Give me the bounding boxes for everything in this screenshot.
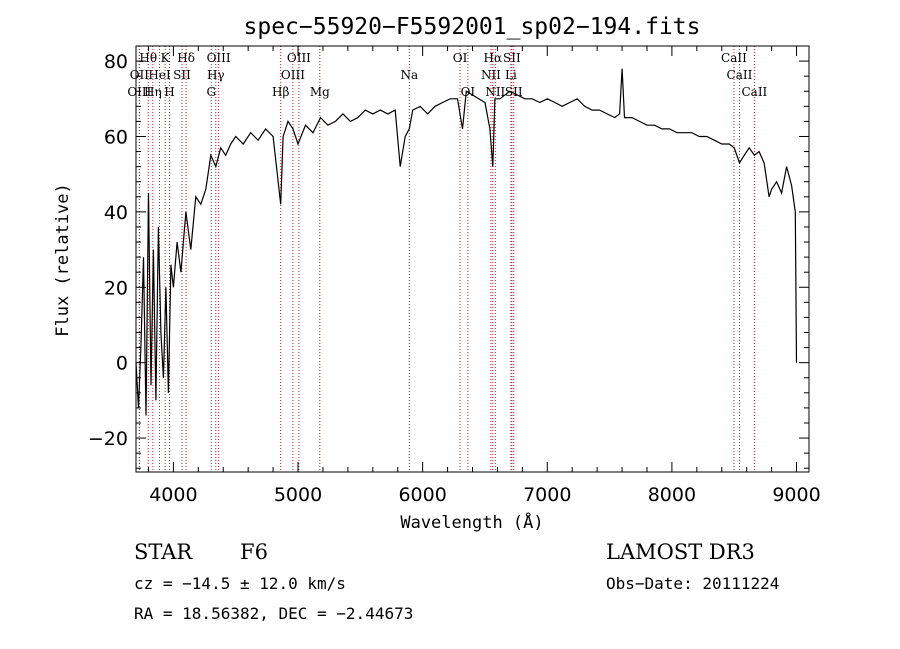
spectral-line-label: CaII <box>741 85 767 99</box>
spectral-line-label: Hγ <box>207 68 225 82</box>
spectral-line-label: Hβ <box>272 85 289 99</box>
spectral-line-label: CaII <box>721 51 747 65</box>
x-tick-label: 4000 <box>149 484 197 506</box>
y-tick-label: 40 <box>104 202 128 224</box>
spectral-line-label: Hδ <box>177 51 195 65</box>
spectral-line-label: Hα <box>484 51 503 65</box>
y-axis-ticks <box>136 45 809 469</box>
x-axis-tick-labels: 4000 5000 6000 7000 8000 9000 <box>149 484 821 506</box>
object-class: STAR <box>134 540 193 564</box>
spectral-line-label: HeI <box>148 68 171 82</box>
object-subclass: F6 <box>240 540 268 564</box>
y-axis-tick-labels: −20 0 20 40 60 80 <box>88 51 128 450</box>
spectral-line-label: K <box>161 51 171 65</box>
spectral-line-label: NII <box>485 85 505 99</box>
spectral-line-label: OIII <box>281 68 305 82</box>
spectral-line-markers <box>138 46 755 472</box>
spectral-line-label: SII <box>173 68 191 82</box>
spectral-line-label: SII <box>503 51 521 65</box>
spectral-line-label: Na <box>400 68 418 82</box>
spectral-line-label: Hθ <box>139 51 157 65</box>
y-tick-label: 80 <box>104 51 128 73</box>
y-tick-label: 60 <box>104 126 128 148</box>
chart-title: spec−55920−F5592001_sp02−194.fits <box>244 14 701 40</box>
spectral-line-label: OIII <box>287 51 311 65</box>
spectral-line-label: OIII <box>207 51 231 65</box>
x-tick-label: 9000 <box>772 484 820 506</box>
observation-date: Obs−Date: 20111224 <box>606 574 779 593</box>
x-axis-ticks <box>147 46 798 472</box>
spectral-line-label: OI <box>453 51 468 65</box>
redshift-value: cz = −14.5 ± 12.0 km/s <box>134 574 346 593</box>
spectral-line-label: OIII <box>127 85 151 99</box>
x-tick-label: 5000 <box>274 484 322 506</box>
spectral-line-label: G <box>206 85 216 99</box>
plot-frame <box>135 45 810 473</box>
spectral-line-label: H <box>164 85 174 99</box>
x-tick-label: 8000 <box>648 484 696 506</box>
y-tick-label: 20 <box>104 277 128 299</box>
x-tick-label: 6000 <box>398 484 446 506</box>
y-tick-label: −20 <box>88 428 128 450</box>
sky-coordinates: RA = 18.56382, DEC = −2.44673 <box>134 604 413 623</box>
spectral-line-label: Mg <box>310 85 330 99</box>
y-axis-label: Flux (relative) <box>53 183 73 337</box>
flux-series-line <box>135 68 798 416</box>
spectral-line-label: NII <box>481 68 501 82</box>
spectral-line-label: OII <box>130 68 150 82</box>
x-tick-label: 7000 <box>523 484 571 506</box>
spectral-line-label: CaII <box>727 68 753 82</box>
spectral-line-label: Li <box>505 68 517 82</box>
survey-name: LAMOST DR3 <box>606 540 755 564</box>
x-axis-label: Wavelength (Å) <box>400 511 543 533</box>
spectral-line-label: Hη <box>144 85 162 99</box>
y-tick-label: 0 <box>116 353 128 375</box>
